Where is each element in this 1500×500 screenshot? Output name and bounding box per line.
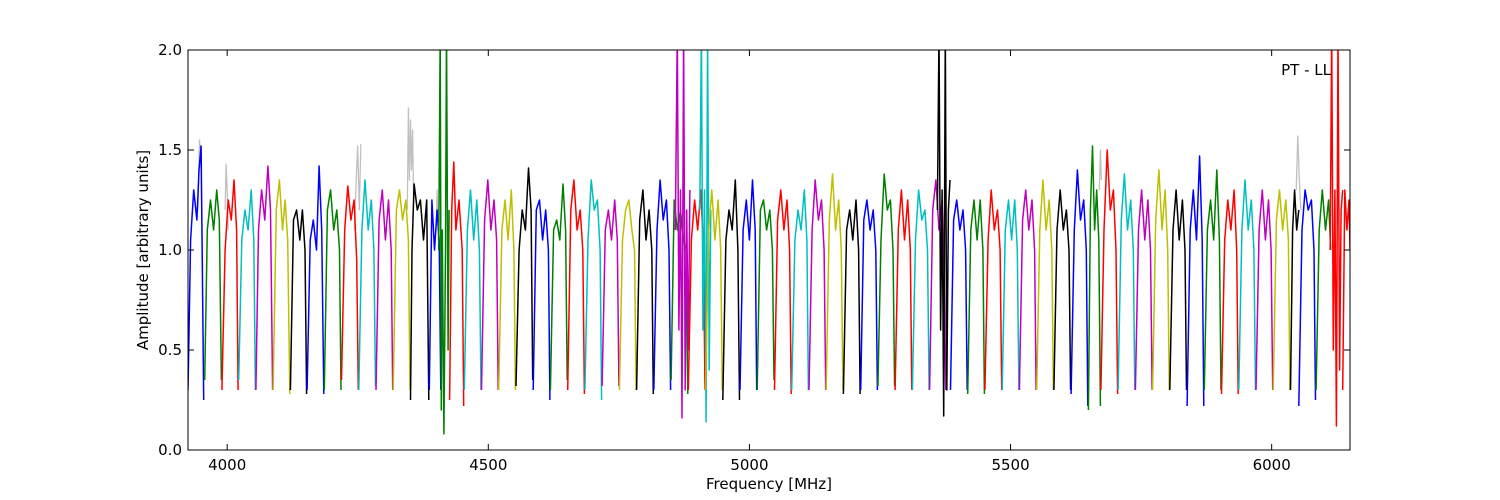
series-line-22 [549, 183, 568, 391]
x-axis-label: Frequency [MHz] [706, 475, 832, 493]
series-line-48 [949, 199, 968, 391]
annotation-label: PT - LL [1281, 61, 1332, 79]
series-line-35 [739, 179, 758, 391]
series-line-54 [1053, 189, 1072, 391]
series-line-30 [674, 50, 691, 419]
y-tick-label: 1.5 [158, 141, 182, 159]
series-line-44 [894, 189, 913, 391]
series-line-67 [1272, 189, 1291, 391]
series-line-53 [1035, 179, 1055, 391]
series-line-71 [1329, 50, 1344, 427]
series-layer [188, 50, 1350, 435]
series-line-59 [1134, 189, 1153, 391]
x-tick-label: 5500 [991, 456, 1029, 474]
flagged-line-2 [353, 143, 362, 231]
series-line-3 [237, 189, 257, 391]
series-line-13 [409, 183, 430, 401]
y-tick-label: 0.0 [158, 441, 182, 459]
series-line-11 [375, 189, 394, 391]
series-line-21 [532, 199, 551, 401]
y-tick-label: 2.0 [158, 41, 182, 59]
x-tick-label: 6000 [1253, 456, 1291, 474]
series-line-8 [323, 189, 342, 391]
series-line-41 [842, 199, 861, 395]
series-line-1 [203, 189, 223, 381]
series-line-25 [601, 199, 620, 387]
series-line-26 [618, 199, 637, 391]
series-line-49 [966, 199, 986, 395]
series-line-58 [1117, 173, 1136, 391]
series-line-27 [635, 189, 655, 395]
series-line-14 [428, 199, 442, 391]
series-line-51 [1001, 199, 1020, 391]
plot-frame [187, 49, 1351, 451]
series-line-69 [1298, 189, 1317, 407]
series-line-43 [877, 173, 896, 387]
series-line-57 [1100, 149, 1119, 395]
series-line-32 [699, 50, 712, 423]
series-line-45 [911, 189, 930, 391]
series-line-2 [221, 179, 239, 391]
series-line-5 [272, 179, 291, 395]
plot-background [188, 50, 1350, 450]
series-line-52 [1018, 189, 1037, 391]
series-line-16 [448, 161, 465, 407]
series-line-12 [392, 189, 411, 391]
series-line-63 [1203, 169, 1222, 391]
x-tick-label: 4000 [208, 456, 246, 474]
x-tick-label: 5000 [730, 456, 768, 474]
series-line-34 [722, 179, 741, 401]
series-line-10 [358, 179, 377, 391]
x-tick-label: 4500 [469, 456, 507, 474]
series-line-9 [340, 185, 360, 391]
series-line-72 [1341, 189, 1350, 391]
series-line-62 [1186, 155, 1205, 407]
series-line-4 [255, 165, 274, 391]
series-line-6 [289, 209, 308, 395]
series-line-56 [1087, 145, 1102, 411]
series-line-39 [808, 179, 827, 391]
series-line-17 [463, 189, 482, 391]
series-line-50 [984, 189, 1003, 391]
flagged-line-5 [1098, 149, 1103, 191]
ticks-layer: 4000 4500 5000 5500 6000 0.0 0.5 1.0 1.5 2.0 [158, 41, 1350, 474]
series-line-20 [515, 167, 534, 387]
series-line-0 [188, 145, 205, 401]
series-line-60 [1151, 169, 1171, 391]
series-line-70 [1315, 189, 1332, 391]
series-line-24 [584, 179, 603, 401]
y-tick-label: 1.0 [158, 241, 182, 259]
series-line-40 [825, 173, 844, 391]
series-line-7 [306, 165, 325, 395]
series-line-66 [1255, 189, 1274, 391]
series-line-28 [653, 179, 672, 391]
series-line-38 [790, 189, 810, 391]
series-line-65 [1238, 179, 1257, 391]
series-line-37 [773, 189, 792, 395]
series-line-33 [704, 189, 724, 391]
series-line-23 [566, 179, 586, 395]
flagged-line-3 [406, 107, 415, 211]
series-line-19 [497, 189, 517, 391]
series-line-36 [756, 199, 775, 391]
series-line-55 [1070, 169, 1089, 407]
series-line-42 [859, 199, 879, 391]
series-line-68 [1289, 189, 1300, 391]
series-line-15 [437, 50, 450, 435]
series-line-64 [1220, 189, 1239, 395]
y-axis-label: Amplitude [arbitrary units] [134, 150, 152, 350]
series-line-47 [936, 50, 951, 417]
y-tick-label: 0.5 [158, 341, 182, 359]
flagged-line-6 [1295, 135, 1302, 211]
series-line-18 [480, 179, 499, 391]
series-line-61 [1169, 189, 1188, 391]
